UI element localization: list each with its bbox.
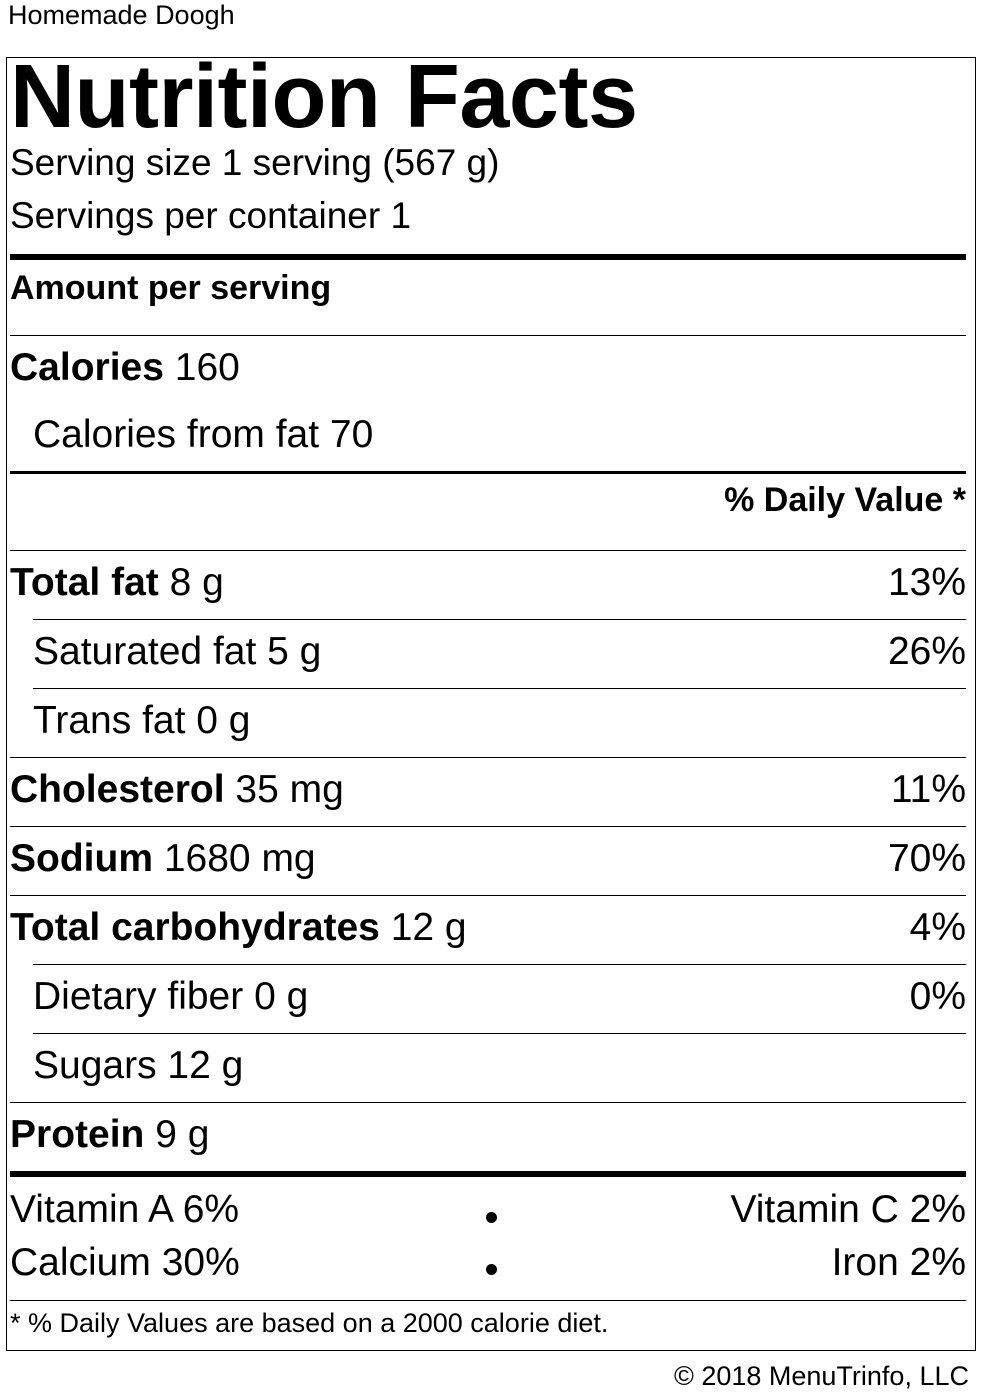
nutrient-row-total-carbohydrates: Total carbohydrates 12 g 4% xyxy=(10,903,966,953)
nutrient-label: Cholesterol xyxy=(10,768,225,811)
vitamin-row-1: Vitamin A 6% Vitamin C 2% xyxy=(10,1187,966,1233)
nutrient-label: Sugars 12 g xyxy=(33,1044,244,1087)
amount-per-serving: Amount per serving xyxy=(10,269,332,307)
nutrient-daily-value: 13% xyxy=(887,561,966,604)
nutrient-row-protein: Protein 9 g xyxy=(10,1110,966,1160)
daily-value-header: % Daily Value * xyxy=(724,481,966,519)
calories-value: 160 xyxy=(174,346,240,389)
nutrient-row-sugars: Sugars 12 g xyxy=(33,1041,966,1091)
nutrient-label: Protein xyxy=(10,1113,145,1156)
vitamin-row-2: Calcium 30% Iron 2% xyxy=(10,1240,966,1286)
thick-divider xyxy=(10,1171,966,1177)
divider xyxy=(33,964,966,965)
nutrient-daily-value: 0% xyxy=(909,975,966,1018)
divider xyxy=(10,895,966,896)
nutrient-daily-value: 11% xyxy=(890,768,966,811)
calcium: Calcium 30% xyxy=(10,1241,240,1284)
servings-per-container: Servings per container 1 xyxy=(10,195,412,236)
nutrient-amount: 8 g xyxy=(169,561,224,604)
product-name: Homemade Doogh xyxy=(8,0,235,30)
divider xyxy=(10,826,966,827)
daily-value-footnote: * % Daily Values are based on a 2000 cal… xyxy=(10,1308,609,1338)
nutrient-row-dietary-fiber: Dietary fiber 0 g 0% xyxy=(33,972,966,1022)
serving-size: Serving size 1 serving (567 g) xyxy=(10,142,500,183)
nutrient-label: Total fat xyxy=(10,561,159,604)
nutrient-row-cholesterol: Cholesterol 35 mg 11% xyxy=(10,765,966,815)
copyright: © 2018 MenuTrinfo, LLC xyxy=(673,1361,969,1391)
divider xyxy=(33,1033,966,1034)
nutrient-amount: 12 g xyxy=(390,906,467,949)
bullet-dot xyxy=(486,1264,497,1275)
divider xyxy=(10,1300,966,1301)
nutrient-label: Sodium xyxy=(10,837,153,880)
calories-row: Calories 160 xyxy=(10,343,966,393)
nutrient-daily-value: 26% xyxy=(887,630,966,673)
divider xyxy=(10,1102,966,1103)
nutrition-label-panel xyxy=(6,57,976,1351)
calories-from-fat: Calories from fat 70 xyxy=(33,413,374,456)
calories-from-fat-row: Calories from fat 70 xyxy=(33,410,966,460)
nutrient-row-sodium: Sodium 1680 mg 70% xyxy=(10,834,966,884)
divider xyxy=(10,335,966,336)
nutrient-amount: 9 g xyxy=(155,1113,210,1156)
bullet-dot xyxy=(486,1212,497,1223)
nutrient-row-total-fat: Total fat 8 g 13% xyxy=(10,558,966,608)
medium-divider xyxy=(10,471,966,474)
thick-divider xyxy=(10,254,966,260)
divider xyxy=(10,757,966,758)
vitamin-c: Vitamin C 2% xyxy=(730,1188,966,1231)
vitamin-a: Vitamin A 6% xyxy=(10,1188,240,1231)
nutrient-row-trans-fat: Trans fat 0 g xyxy=(33,696,966,746)
nutrient-label: Trans fat 0 g xyxy=(33,699,251,742)
label-title: Nutrition Facts xyxy=(10,47,638,147)
nutrient-daily-value: 70% xyxy=(887,837,966,880)
iron: Iron 2% xyxy=(831,1241,966,1284)
nutrient-label: Saturated fat 5 g xyxy=(33,630,322,673)
nutrient-amount: 35 mg xyxy=(235,768,344,811)
nutrient-row-saturated-fat: Saturated fat 5 g 26% xyxy=(33,627,966,677)
nutrient-label: Total carbohydrates xyxy=(10,906,380,949)
nutrient-label: Dietary fiber 0 g xyxy=(33,975,309,1018)
calories-label: Calories xyxy=(10,346,164,389)
divider xyxy=(33,688,966,689)
nutrient-amount: 1680 mg xyxy=(163,837,316,880)
divider xyxy=(33,619,966,620)
divider xyxy=(10,550,966,551)
nutrient-daily-value: 4% xyxy=(909,906,966,949)
